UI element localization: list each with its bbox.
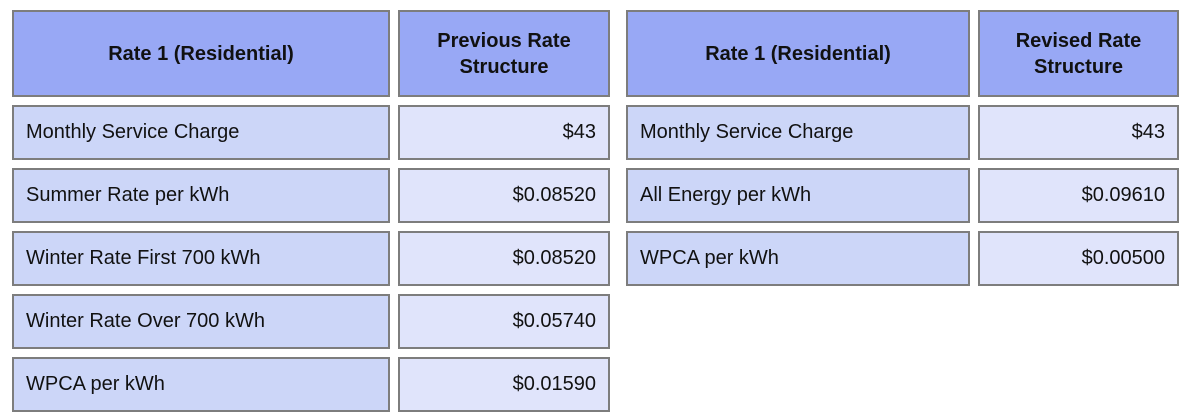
label-cell: Monthly Service Charge	[626, 105, 970, 160]
value-cell: $0.09610	[978, 168, 1179, 223]
label-cell: Summer Rate per kWh	[12, 168, 390, 223]
value-cell: $0.05740	[398, 294, 610, 349]
value-cell: $0.08520	[398, 231, 610, 286]
label-cell: WPCA per kWh	[12, 357, 390, 412]
revised-rate-table: Rate 1 (Residential) Revised Rate Struct…	[618, 2, 1187, 294]
table-row: Monthly Service Charge $43	[12, 105, 610, 160]
label-cell: Winter Rate Over 700 kWh	[12, 294, 390, 349]
table-header-row: Rate 1 (Residential) Revised Rate Struct…	[626, 10, 1179, 97]
table-header-row: Rate 1 (Residential) Previous Rate Struc…	[12, 10, 610, 97]
table-row: All Energy per kWh $0.09610	[626, 168, 1179, 223]
previous-rate-table: Rate 1 (Residential) Previous Rate Struc…	[4, 2, 618, 420]
header-cell-rate-class: Rate 1 (Residential)	[12, 10, 390, 97]
header-cell-revised-structure: Revised Rate Structure	[978, 10, 1179, 97]
label-cell: WPCA per kWh	[626, 231, 970, 286]
value-cell: $0.00500	[978, 231, 1179, 286]
table-row: Winter Rate First 700 kWh $0.08520	[12, 231, 610, 286]
header-cell-previous-structure: Previous Rate Structure	[398, 10, 610, 97]
table-row: Monthly Service Charge $43	[626, 105, 1179, 160]
value-cell: $43	[978, 105, 1179, 160]
value-cell: $0.08520	[398, 168, 610, 223]
label-cell: Monthly Service Charge	[12, 105, 390, 160]
value-cell: $0.01590	[398, 357, 610, 412]
table-row: WPCA per kWh $0.01590	[12, 357, 610, 412]
label-cell: All Energy per kWh	[626, 168, 970, 223]
table-row: Summer Rate per kWh $0.08520	[12, 168, 610, 223]
table-row: WPCA per kWh $0.00500	[626, 231, 1179, 286]
header-cell-rate-class: Rate 1 (Residential)	[626, 10, 970, 97]
value-cell: $43	[398, 105, 610, 160]
table-row: Winter Rate Over 700 kWh $0.05740	[12, 294, 610, 349]
label-cell: Winter Rate First 700 kWh	[12, 231, 390, 286]
